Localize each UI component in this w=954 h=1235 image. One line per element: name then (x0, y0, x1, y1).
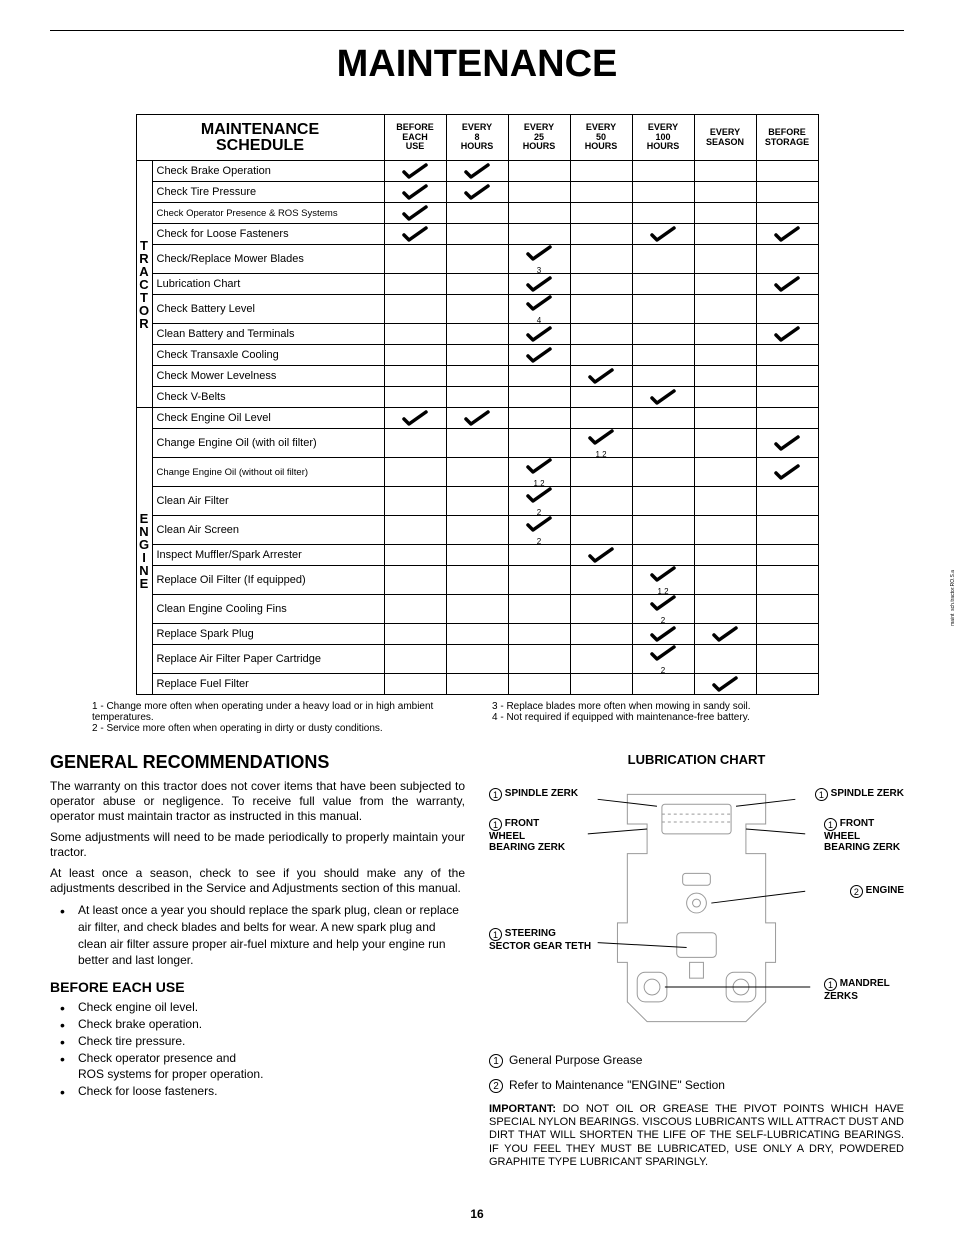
before-list: Check engine oil level.Check brake opera… (50, 999, 465, 1100)
task-cell: Check Battery Level (152, 295, 384, 324)
task-cell: Clean Air Screen (152, 516, 384, 545)
general-p1: The warranty on this tractor does not co… (50, 779, 465, 824)
left-column: GENERAL RECOMMENDATIONS The warranty on … (50, 752, 465, 1169)
check-cell (508, 274, 570, 295)
check-cell: 1,2 (632, 566, 694, 595)
before-item: Check tire pressure. (50, 1033, 465, 1050)
task-cell: Check/Replace Mower Blades (152, 245, 384, 274)
important-note: IMPORTANT: DO NOT OIL OR GREASE THE PIVO… (489, 1103, 904, 1169)
check-cell (570, 545, 632, 566)
task-cell: Replace Spark Plug (152, 624, 384, 645)
task-cell: Replace Air Filter Paper Cartridge (152, 645, 384, 674)
right-column: LUBRICATION CHART (489, 752, 904, 1169)
footnote-4: 4 - Not required if equipped with mainte… (492, 712, 862, 723)
footnotes: 1 - Change more often when operating und… (92, 701, 862, 734)
check-cell: 2 (508, 487, 570, 516)
label-mandrel: 1 MANDREL ZERKS (824, 978, 904, 1002)
check-cell (446, 408, 508, 429)
check-cell: 1,2 (570, 429, 632, 458)
check-cell: 4 (508, 295, 570, 324)
general-heading: GENERAL RECOMMENDATIONS (50, 752, 465, 773)
task-cell: Inspect Muffler/Spark Arrester (152, 545, 384, 566)
task-cell: Change Engine Oil (without oil filter) (152, 458, 384, 487)
maintenance-schedule-table: MAINTENANCESCHEDULEBEFOREEACHUSEEVERY8HO… (136, 114, 819, 695)
check-cell (446, 161, 508, 182)
check-cell (694, 674, 756, 695)
general-p2: Some adjustments will need to be made pe… (50, 830, 465, 860)
label-front-right: 1 FRONT WHEEL BEARING ZERK (824, 818, 904, 853)
label-spindle-right: 1 SPINDLE ZERK (815, 788, 904, 801)
task-cell: Replace Oil Filter (If equipped) (152, 566, 384, 595)
label-front-left: 1 FRONT WHEEL BEARING ZERK (489, 818, 569, 853)
check-cell: 2 (632, 595, 694, 624)
page-number: 16 (0, 1207, 954, 1221)
general-p3: At least once a season, check to see if … (50, 866, 465, 896)
before-item: Check for loose fasteners. (50, 1083, 465, 1100)
check-cell (384, 408, 446, 429)
check-cell (446, 182, 508, 203)
task-cell: Clean Air Filter (152, 487, 384, 516)
check-cell (384, 182, 446, 203)
before-item: Check operator presence and (50, 1050, 465, 1067)
task-cell: Check Brake Operation (152, 161, 384, 182)
check-cell (756, 458, 818, 487)
tractor-diagram (489, 773, 904, 1043)
before-heading: BEFORE EACH USE (50, 979, 465, 995)
check-cell: 1,2 (508, 458, 570, 487)
task-cell: Check Transaxle Cooling (152, 345, 384, 366)
check-cell (632, 387, 694, 408)
task-cell: Check Mower Levelness (152, 366, 384, 387)
check-cell (756, 429, 818, 458)
side-note: maint_sch.tractor.RO.S.a (950, 570, 954, 626)
check-cell (508, 324, 570, 345)
before-item: Check engine oil level. (50, 999, 465, 1016)
check-cell (756, 224, 818, 245)
general-p4: At least once a year you should replace … (50, 902, 465, 969)
label-steering: 1 STEERING SECTOR GEAR TETH (489, 928, 599, 952)
check-cell (632, 624, 694, 645)
task-cell: Replace Fuel Filter (152, 674, 384, 695)
task-cell: Change Engine Oil (with oil filter) (152, 429, 384, 458)
footnote-2: 2 - Service more often when operating in… (92, 723, 462, 734)
task-cell: Check for Loose Fasteners (152, 224, 384, 245)
task-cell: Clean Engine Cooling Fins (152, 595, 384, 624)
check-cell (384, 161, 446, 182)
footnote-1: 1 - Change more often when operating und… (92, 701, 462, 723)
check-cell (508, 345, 570, 366)
schedule-table-wrap: MAINTENANCESCHEDULEBEFOREEACHUSEEVERY8HO… (50, 114, 904, 695)
legend-2: 2Refer to Maintenance "ENGINE" Section (489, 1078, 904, 1093)
check-cell (384, 224, 446, 245)
top-rule (50, 30, 904, 31)
before-item: Check brake operation. (50, 1016, 465, 1033)
check-cell (632, 224, 694, 245)
before-item-cont: ROS systems for proper operation. (50, 1066, 465, 1083)
task-cell: Clean Battery and Terminals (152, 324, 384, 345)
check-cell: 2 (632, 645, 694, 674)
check-cell (570, 366, 632, 387)
check-cell (756, 274, 818, 295)
task-cell: Lubrication Chart (152, 274, 384, 295)
task-cell: Check V-Belts (152, 387, 384, 408)
check-cell (756, 324, 818, 345)
task-cell: Check Engine Oil Level (152, 408, 384, 429)
footnote-3: 3 - Replace blades more often when mowin… (492, 701, 862, 712)
label-spindle-left: 1 SPINDLE ZERK (489, 788, 578, 801)
task-cell: Check Tire Pressure (152, 182, 384, 203)
check-cell (694, 624, 756, 645)
lube-chart: 1 SPINDLE ZERK 1 SPINDLE ZERK 1 FRONT WH… (489, 773, 904, 1043)
check-cell: 3 (508, 245, 570, 274)
check-cell (384, 203, 446, 224)
task-cell: Check Operator Presence & ROS Systems (152, 203, 384, 224)
check-cell: 2 (508, 516, 570, 545)
label-engine: 2 ENGINE (850, 885, 904, 898)
lube-title: LUBRICATION CHART (489, 752, 904, 767)
page-title: MAINTENANCE (50, 43, 904, 86)
legend-1: 1General Purpose Grease (489, 1053, 904, 1068)
